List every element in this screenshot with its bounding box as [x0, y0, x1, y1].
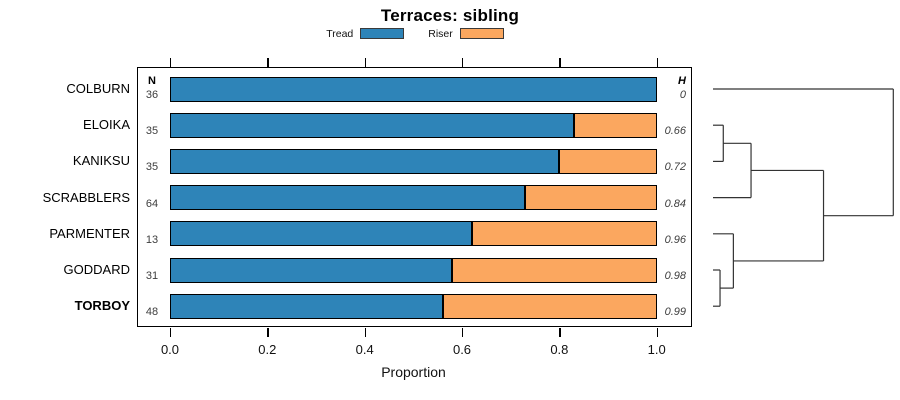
tread-bar-segment: [170, 257, 453, 283]
tread-bar-segment: [170, 293, 443, 319]
category-label: COLBURN: [66, 81, 130, 96]
axis-tick-label: 0.0: [160, 342, 180, 357]
riser-bar-segment: [573, 112, 657, 138]
legend-label: Tread: [326, 27, 354, 40]
legend: Tread Riser: [137, 26, 693, 41]
x-axis-label: Proportion: [381, 364, 446, 380]
h-value: 0.98: [664, 270, 686, 282]
legend-label: Riser: [428, 27, 453, 40]
n-value: 64: [145, 197, 159, 210]
category-label: SCRABBLERS: [42, 189, 130, 205]
n-value: 31: [145, 270, 159, 282]
axis-tick: [170, 58, 172, 67]
h-value: 0.66: [664, 125, 686, 138]
tread-bar-segment: [170, 112, 574, 138]
legend-entry: Riser: [428, 28, 504, 40]
category-label: PARMENTER: [49, 225, 130, 241]
axis-tick: [364, 58, 366, 67]
axis-tick-label: 0.8: [550, 342, 569, 357]
n-value: 13: [145, 233, 159, 246]
tread-bar-segment: [170, 185, 526, 211]
axis-tick: [267, 58, 269, 67]
tread-bar-segment: [170, 221, 472, 247]
axis-tick-label: 0.2: [258, 342, 277, 357]
axis-tick: [656, 328, 658, 337]
axis-tick-label: 0.6: [452, 342, 472, 357]
axis-tick-label: 0.4: [355, 342, 374, 357]
plot-box: [137, 67, 692, 327]
axis-tick-label: 1.0: [647, 342, 666, 357]
riser-bar-segment: [471, 221, 657, 247]
axis-tick: [559, 58, 561, 67]
h-value: 0.99: [664, 306, 686, 319]
axis-tick: [656, 58, 658, 67]
legend-swatch: [459, 28, 504, 39]
dendrogram-lines: [713, 88, 894, 307]
tread-bar-segment: [170, 148, 560, 174]
n-value: 36: [145, 89, 159, 101]
legend-swatch: [360, 28, 405, 39]
category-label: TORBOY: [74, 298, 130, 314]
h-value: 0.96: [664, 233, 686, 246]
h-value: 0.72: [664, 161, 686, 174]
tread-bar-segment: [170, 76, 657, 102]
n-value: 35: [145, 125, 159, 138]
axis-tick: [559, 328, 561, 337]
chart-title: Terraces: sibling: [380, 6, 520, 25]
axis-tick: [267, 328, 269, 337]
axis-tick: [462, 58, 464, 67]
axis-tick: [170, 328, 172, 337]
n-value: 35: [145, 161, 159, 174]
axis-tick: [462, 328, 464, 337]
riser-bar-segment: [442, 293, 657, 319]
riser-bar-segment: [525, 185, 657, 211]
riser-bar-segment: [452, 257, 657, 283]
h-value: 0.84: [664, 197, 686, 210]
axis-tick: [364, 328, 366, 337]
n-column-header: N: [148, 75, 156, 87]
n-value: 48: [145, 306, 159, 319]
h-column-header: H: [678, 75, 686, 87]
h-value: 0: [679, 89, 686, 101]
category-label: ELOIKA: [83, 117, 130, 133]
category-label: KANIKSU: [72, 153, 130, 169]
riser-bar-segment: [559, 148, 657, 174]
category-label: GODDARD: [63, 262, 130, 277]
legend-entry: Tread: [326, 27, 405, 40]
